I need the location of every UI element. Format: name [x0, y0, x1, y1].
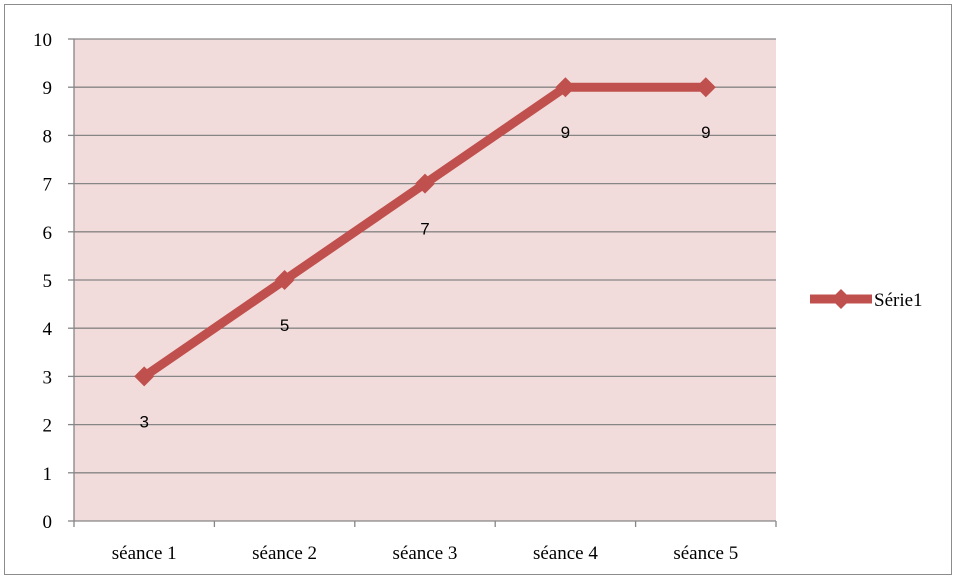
- y-tick-label: 8: [43, 126, 53, 147]
- data-label: 9: [561, 123, 570, 142]
- y-tick-label: 1: [43, 464, 53, 485]
- y-tick-label: 10: [33, 30, 52, 51]
- legend-marker: [831, 289, 851, 309]
- series-group: [134, 77, 716, 387]
- y-tick-label: 2: [43, 416, 53, 437]
- x-tick-label: séance 3: [393, 543, 458, 564]
- x-tick-label: séance 4: [533, 543, 598, 564]
- data-label: 3: [139, 412, 148, 431]
- data-label: 7: [420, 220, 429, 239]
- y-tick-label: 9: [43, 78, 53, 99]
- data-label: 5: [280, 316, 289, 335]
- data-point-marker: [415, 173, 435, 194]
- y-axis-ticks: 0 1 2 3 4 5 6 7 8 9 10: [33, 30, 74, 533]
- legend-label: Série1: [874, 290, 923, 311]
- data-point-marker: [695, 77, 716, 98]
- x-tick-label: séance 5: [673, 543, 738, 564]
- data-point-marker: [274, 270, 295, 290]
- x-tick-label: séance 1: [112, 543, 177, 564]
- data-labels: 3 5 7 9 9: [139, 123, 710, 431]
- data-point-marker: [134, 366, 155, 387]
- y-tick-label: 3: [43, 367, 53, 388]
- data-label: 9: [701, 123, 710, 142]
- x-tick-label: séance 2: [252, 543, 317, 564]
- y-tick-label: 5: [43, 271, 53, 292]
- y-tick-label: 4: [43, 319, 53, 340]
- x-axis-ticks: séance 1 séance 2 séance 3 séance 4 séance 5: [73, 521, 777, 564]
- y-tick-label: 0: [43, 512, 53, 533]
- data-point-marker: [555, 77, 576, 98]
- y-tick-label: 6: [43, 223, 53, 244]
- y-tick-label: 7: [43, 175, 53, 196]
- legend: Série1: [810, 289, 923, 311]
